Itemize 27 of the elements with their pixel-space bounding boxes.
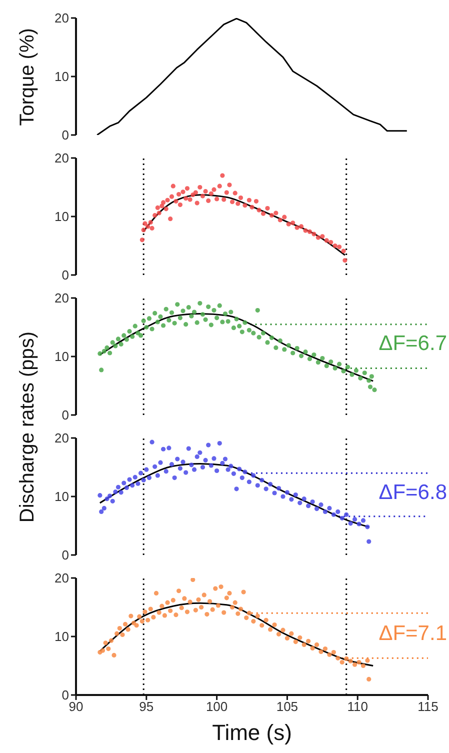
annotation: ΔF=6.8	[378, 480, 447, 505]
annotation: ΔF=6.7	[378, 332, 447, 356]
y-axis-title: Torque (%)	[16, 28, 40, 126]
y-tick-label: 10	[54, 69, 69, 84]
x-axis-title: Time (s)	[211, 719, 293, 747]
y-tick-label: 0	[62, 268, 69, 283]
annotation: ΔF=7.1	[378, 622, 447, 646]
y-tick-label: 10	[54, 629, 69, 644]
y-tick-label: 0	[62, 688, 69, 703]
y-tick-label: 20	[54, 10, 69, 26]
y-tick-label: 0	[62, 408, 69, 423]
x-tick-label: 110	[347, 699, 368, 714]
y-tick-label: 10	[54, 349, 69, 364]
y-tick-label: 20	[54, 570, 69, 586]
x-tick-label: 90	[68, 699, 84, 714]
y-tick-label: 0	[62, 128, 69, 143]
y-tick-label: 10	[54, 489, 69, 504]
x-tick-label: 115	[418, 699, 438, 714]
y-tick-label: 10	[54, 209, 69, 224]
y-tick-label: 20	[54, 430, 69, 446]
x-tick-label: 100	[206, 699, 228, 714]
x-tick-label: 95	[139, 699, 154, 714]
y-tick-label: 20	[54, 290, 69, 306]
x-tick-label: 105	[276, 699, 298, 714]
y-tick-label: 20	[54, 150, 69, 166]
y-tick-label: 0	[62, 548, 69, 563]
y-axis-title: Discharge rates (pps)	[16, 330, 40, 522]
